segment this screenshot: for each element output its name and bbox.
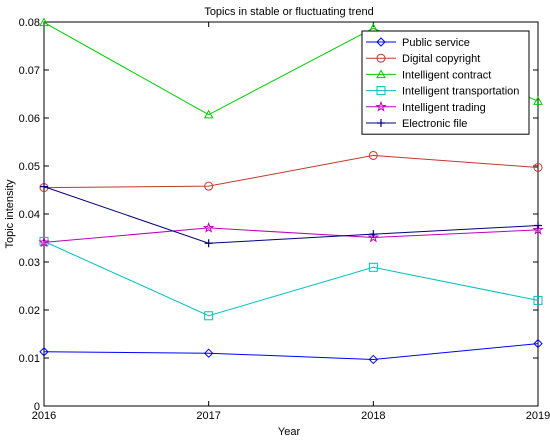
- series-line: [43, 186, 539, 244]
- legend-marker: [376, 37, 386, 47]
- series-4: [38, 221, 544, 248]
- legend-label: Intelligent contract: [402, 69, 491, 81]
- legend-entry: Intelligent trading: [366, 100, 486, 114]
- data-point: [204, 181, 214, 191]
- legend-entry: Public service: [366, 37, 470, 49]
- legend-marker: [376, 53, 386, 63]
- legend-marker: [376, 69, 386, 79]
- series-3: [39, 236, 543, 321]
- x-tick-label: 2017: [196, 410, 220, 422]
- data-point: [39, 347, 49, 357]
- legend-label: Intelligent transportation: [402, 86, 519, 98]
- y-tick-label: 0.04: [19, 209, 40, 221]
- y-tick-label: 0.06: [19, 113, 40, 125]
- data-point: [368, 150, 378, 160]
- legend-entry: Intelligent contract: [366, 69, 491, 81]
- series-line: [43, 240, 539, 317]
- data-point: [38, 236, 50, 248]
- series-line: [43, 227, 539, 243]
- y-tick-label: 0.01: [19, 353, 40, 365]
- legend-entry: Intelligent transportation: [366, 86, 519, 98]
- y-tick-label: 0.08: [19, 17, 40, 29]
- data-point: [368, 262, 378, 272]
- chart-title: Topics in stable or fluctuating trend: [204, 6, 373, 18]
- data-point: [534, 221, 542, 230]
- series-line: [43, 154, 539, 189]
- data-point: [203, 348, 214, 358]
- y-axis-label: Topic intensity: [4, 179, 16, 249]
- data-point: [203, 109, 214, 119]
- axes: 0 0.01 0.02 0.03 0.04 0.05 0.06 0.07 0.08 2016 201…: [19, 17, 550, 422]
- data-point: [204, 239, 213, 248]
- legend-label: Digital copyright: [402, 53, 480, 65]
- series-line: [43, 343, 539, 360]
- legend: Public service Digital copyright Intellige…: [361, 30, 530, 135]
- data-point: [533, 338, 543, 349]
- data-point: [533, 96, 543, 105]
- data-point: [367, 231, 380, 243]
- legend-label: Public service: [402, 37, 470, 49]
- y-tick-label: 0.05: [19, 161, 40, 173]
- y-tick-label: 0.03: [19, 257, 40, 269]
- x-tick-label: 2016: [32, 410, 56, 422]
- legend-marker: [375, 100, 387, 112]
- legend-marker: [376, 86, 386, 96]
- y-tick-label: 0.02: [19, 305, 40, 317]
- data-point: [533, 162, 543, 172]
- data-point: [204, 311, 214, 321]
- series-0: [39, 338, 543, 365]
- y-tick-label: 0: [34, 401, 40, 413]
- data-point: [532, 223, 544, 235]
- data-point: [40, 182, 48, 191]
- data-point: [39, 17, 49, 27]
- x-tick-label: 2018: [361, 410, 385, 422]
- data-point: [369, 230, 378, 239]
- legend-entry: Electronic file: [366, 118, 467, 130]
- series-1: [39, 150, 543, 193]
- series-5: [40, 182, 542, 248]
- legend-label: Intelligent trading: [402, 102, 486, 114]
- legend-box: [361, 30, 530, 135]
- x-axis-label: Year: [278, 426, 301, 438]
- y-tick-label: 0.07: [19, 65, 40, 77]
- x-tick-label: 2019: [526, 410, 550, 422]
- legend-entry: Digital copyright: [366, 53, 480, 65]
- legend-marker: [377, 119, 385, 127]
- legend-label: Electronic file: [402, 118, 467, 130]
- data-point: [533, 295, 543, 305]
- data-point: [368, 354, 379, 365]
- data-point: [202, 221, 215, 233]
